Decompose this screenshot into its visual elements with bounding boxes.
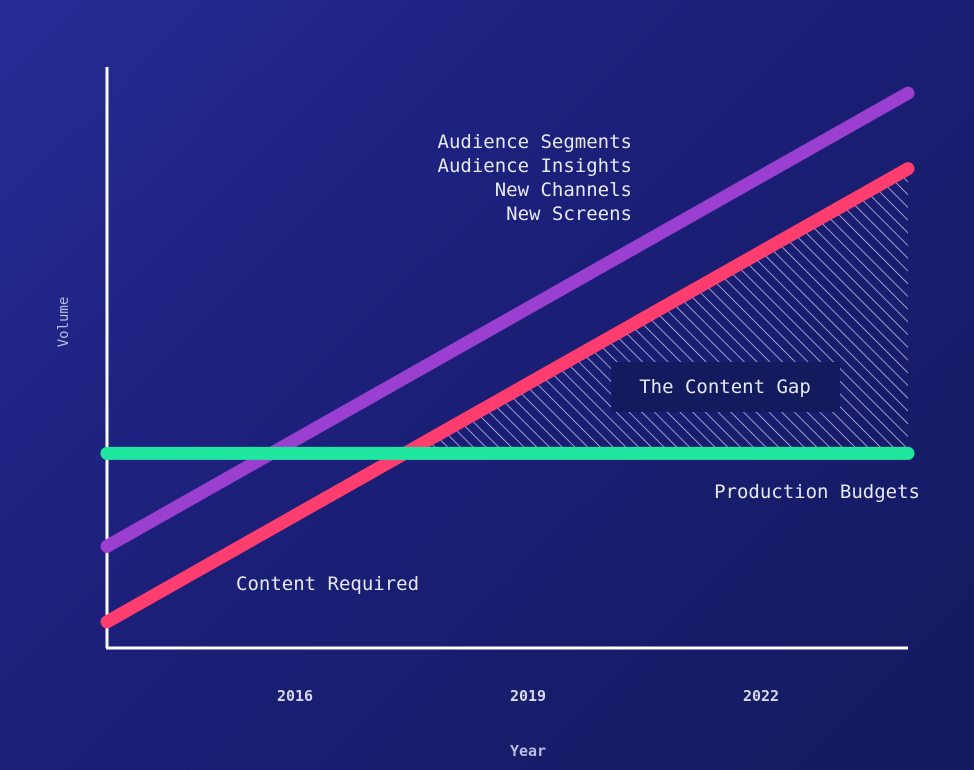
x-tick-label: 2019 [510,687,546,705]
x-axis-title: Year [510,742,546,760]
top-annotation: Audience Segments Audience Insights New … [438,131,632,225]
annotation-content-required: Content Required [236,573,419,595]
series-line [100,86,915,553]
annotation-new-screens: New Screens [506,203,632,225]
annotation-audience-segments: Audience Segments [438,131,632,153]
annotation-production-budgets: Production Budgets [714,481,920,503]
gap-label-box: The Content Gap [611,362,840,412]
series-line [100,162,915,629]
x-tick-label: 2016 [277,687,313,705]
gap-label: The Content Gap [639,376,811,398]
annotation-new-channels: New Channels [495,179,632,201]
x-tick-label: 2022 [743,687,779,705]
y-axis-title: Volume [56,297,72,348]
annotation-audience-insights: Audience Insights [438,155,632,177]
